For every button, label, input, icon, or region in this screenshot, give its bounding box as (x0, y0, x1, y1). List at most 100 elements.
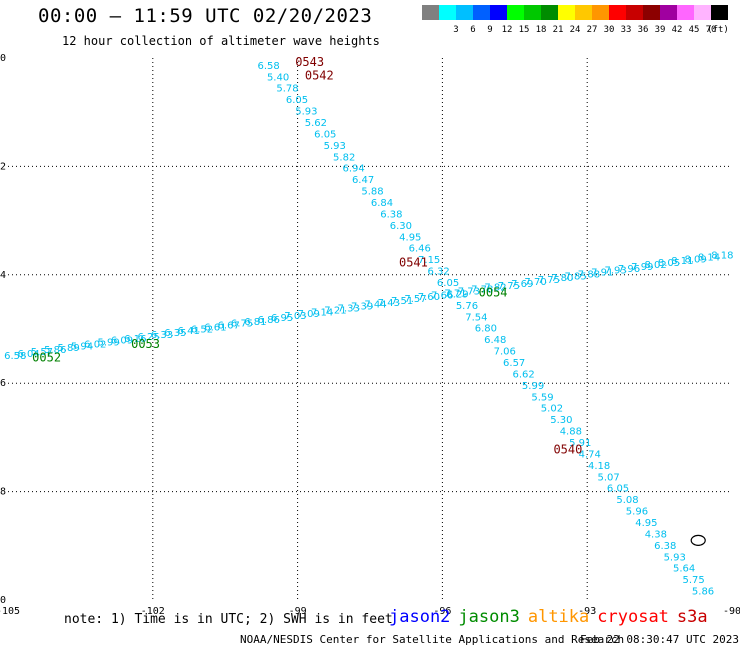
wave-height-value: 6.04 (17, 349, 39, 360)
wave-height-value: 7.43 (378, 298, 400, 309)
lon-tick-label: -99 (289, 606, 307, 617)
legend-swatch (456, 5, 473, 20)
wave-height-value: 7.69 (511, 279, 533, 290)
units-note: note: 1) Time is in UTC; 2) SWH is in fe… (64, 612, 393, 627)
wave-height-value: 6.30 (390, 221, 412, 232)
wave-height-value: 5.88 (361, 187, 383, 198)
wave-height-value: 6.09 (111, 336, 133, 347)
wave-height-value: 8.18 (711, 251, 733, 262)
footer-timestamp: Feb 22 08:30:47 UTC 2023 (580, 633, 739, 646)
wave-height-value: 6.35 (164, 328, 186, 339)
wave-height-value: 5.75 (682, 575, 704, 586)
wave-height-value: 5.99 (522, 381, 544, 392)
wave-height-value: 6.38 (654, 541, 676, 552)
legend-swatch (422, 5, 439, 20)
wave-height-value: 7.09 (298, 309, 320, 320)
legend-swatch (490, 5, 507, 20)
lon-tick-label: -102 (141, 606, 165, 617)
satellite-name: jason3 (458, 607, 520, 627)
wave-height-value: 4.38 (645, 529, 667, 540)
legend-label: 36 (637, 25, 649, 35)
legend-swatch (711, 5, 728, 20)
wave-height-value: 6.33 (151, 330, 173, 341)
wave-height-value: 7.71 (444, 288, 466, 299)
wave-height-value: 7.54 (465, 312, 487, 323)
wave-height-value: 7.99 (631, 262, 653, 273)
wave-height-value: 5.89 (57, 343, 79, 354)
wave-height-value: 7.60 (418, 292, 440, 303)
wave-height-value: 7.51 (391, 296, 413, 307)
satellite-name: altika (527, 607, 590, 627)
wave-height-value: 7.73 (458, 286, 480, 297)
legend-swatch (694, 5, 711, 20)
ice-contour (690, 534, 706, 546)
legend-label: 39 (654, 25, 666, 35)
wave-height-value: 7.06 (494, 347, 516, 358)
wave-height-value: 7.14 (311, 307, 333, 318)
legend-swatch (592, 5, 609, 20)
wave-height-value: 4.88 (560, 427, 582, 438)
satellite-name: s3a (676, 607, 708, 627)
map-subtitle: 12 hour collection of altimeter wave hei… (62, 34, 380, 48)
wave-height-value: 6.38 (380, 209, 402, 220)
wave-height-value: 7.33 (338, 304, 360, 315)
wave-height-value: 7.85 (564, 271, 586, 282)
legend-swatch (677, 5, 694, 20)
time-label: 0540 (553, 443, 582, 457)
wave-height-value: 5.07 (597, 472, 619, 483)
time-label: 0543 (295, 55, 324, 69)
wave-height-value: 4.18 (588, 461, 610, 472)
wave-height-value: 6.29 (446, 289, 468, 300)
satellite-name: cryosat (597, 607, 669, 627)
wave-height-value: 6.86 (258, 315, 280, 326)
legend-swatch (507, 5, 524, 20)
wave-height-value: 5.76 (456, 301, 478, 312)
wave-height-value: 6.02 (84, 339, 106, 350)
wave-height-value: 7.91 (591, 268, 613, 279)
legend-label: 15 (518, 25, 530, 35)
time-label: 0052 (32, 351, 61, 365)
wave-height-value: 7.15 (418, 255, 440, 266)
wave-height-value: 7.75 (538, 275, 560, 286)
footer-credit: NOAA/NESDIS Center for Satellite Applica… (240, 633, 625, 646)
time-label: 0054 (479, 285, 508, 299)
wave-height-value: 6.58 (4, 351, 26, 362)
wave-height-value: 6.46 (409, 244, 431, 255)
legend-swatch (660, 5, 677, 20)
legend-label: 30 (603, 25, 615, 35)
wave-height-value: 6.48 (484, 335, 506, 346)
wave-height-value: 5.08 (616, 495, 638, 506)
wave-height-value: 8.11 (671, 256, 693, 267)
legend-label: 9 (487, 25, 493, 35)
wave-height-value: 6.25 (138, 332, 160, 343)
wave-height-value: 5.93 (295, 107, 317, 118)
wave-height-value: 5.30 (550, 415, 572, 426)
wave-height-value: 7.96 (618, 264, 640, 275)
wave-height-value: 6.16 (124, 334, 146, 345)
wave-height-value: 6.05 (607, 484, 629, 495)
wave-height-value: 6.95 (271, 313, 293, 324)
legend-label: 27 (586, 25, 598, 35)
wave-height-value: 6.32 (427, 267, 449, 278)
wave-height-value: 4.95 (635, 518, 657, 529)
lat-tick-label: -60 (0, 53, 6, 64)
legend-label: 24 (569, 25, 581, 35)
wave-height-value: 6.57 (503, 358, 525, 369)
wave-height-value: 7.93 (604, 266, 626, 277)
legend-label: 45 (688, 25, 700, 35)
wave-height-value: 6.58 (258, 61, 280, 72)
wave-height-color-legend: 3 6 9 12 15 18 21 24 27 30 33 36 39 42 45 70 (ft) (422, 5, 729, 37)
legend-unit: (ft) (707, 25, 729, 35)
satellite-name: jason2 (389, 607, 451, 627)
wave-height-value: 7.88 (578, 269, 600, 280)
wave-height-value: 5.64 (673, 564, 695, 575)
lat-tick-label: -70 (0, 595, 6, 606)
legend-label: 18 (535, 25, 547, 35)
wave-height-value: 5.93 (664, 552, 686, 563)
wave-height-value: 7.39 (351, 302, 373, 313)
wave-height-value: 6.84 (371, 198, 393, 209)
wave-height-value: 5.96 (626, 507, 648, 518)
legend-label: 21 (552, 25, 564, 35)
wave-height-value: 6.81 (244, 317, 266, 328)
